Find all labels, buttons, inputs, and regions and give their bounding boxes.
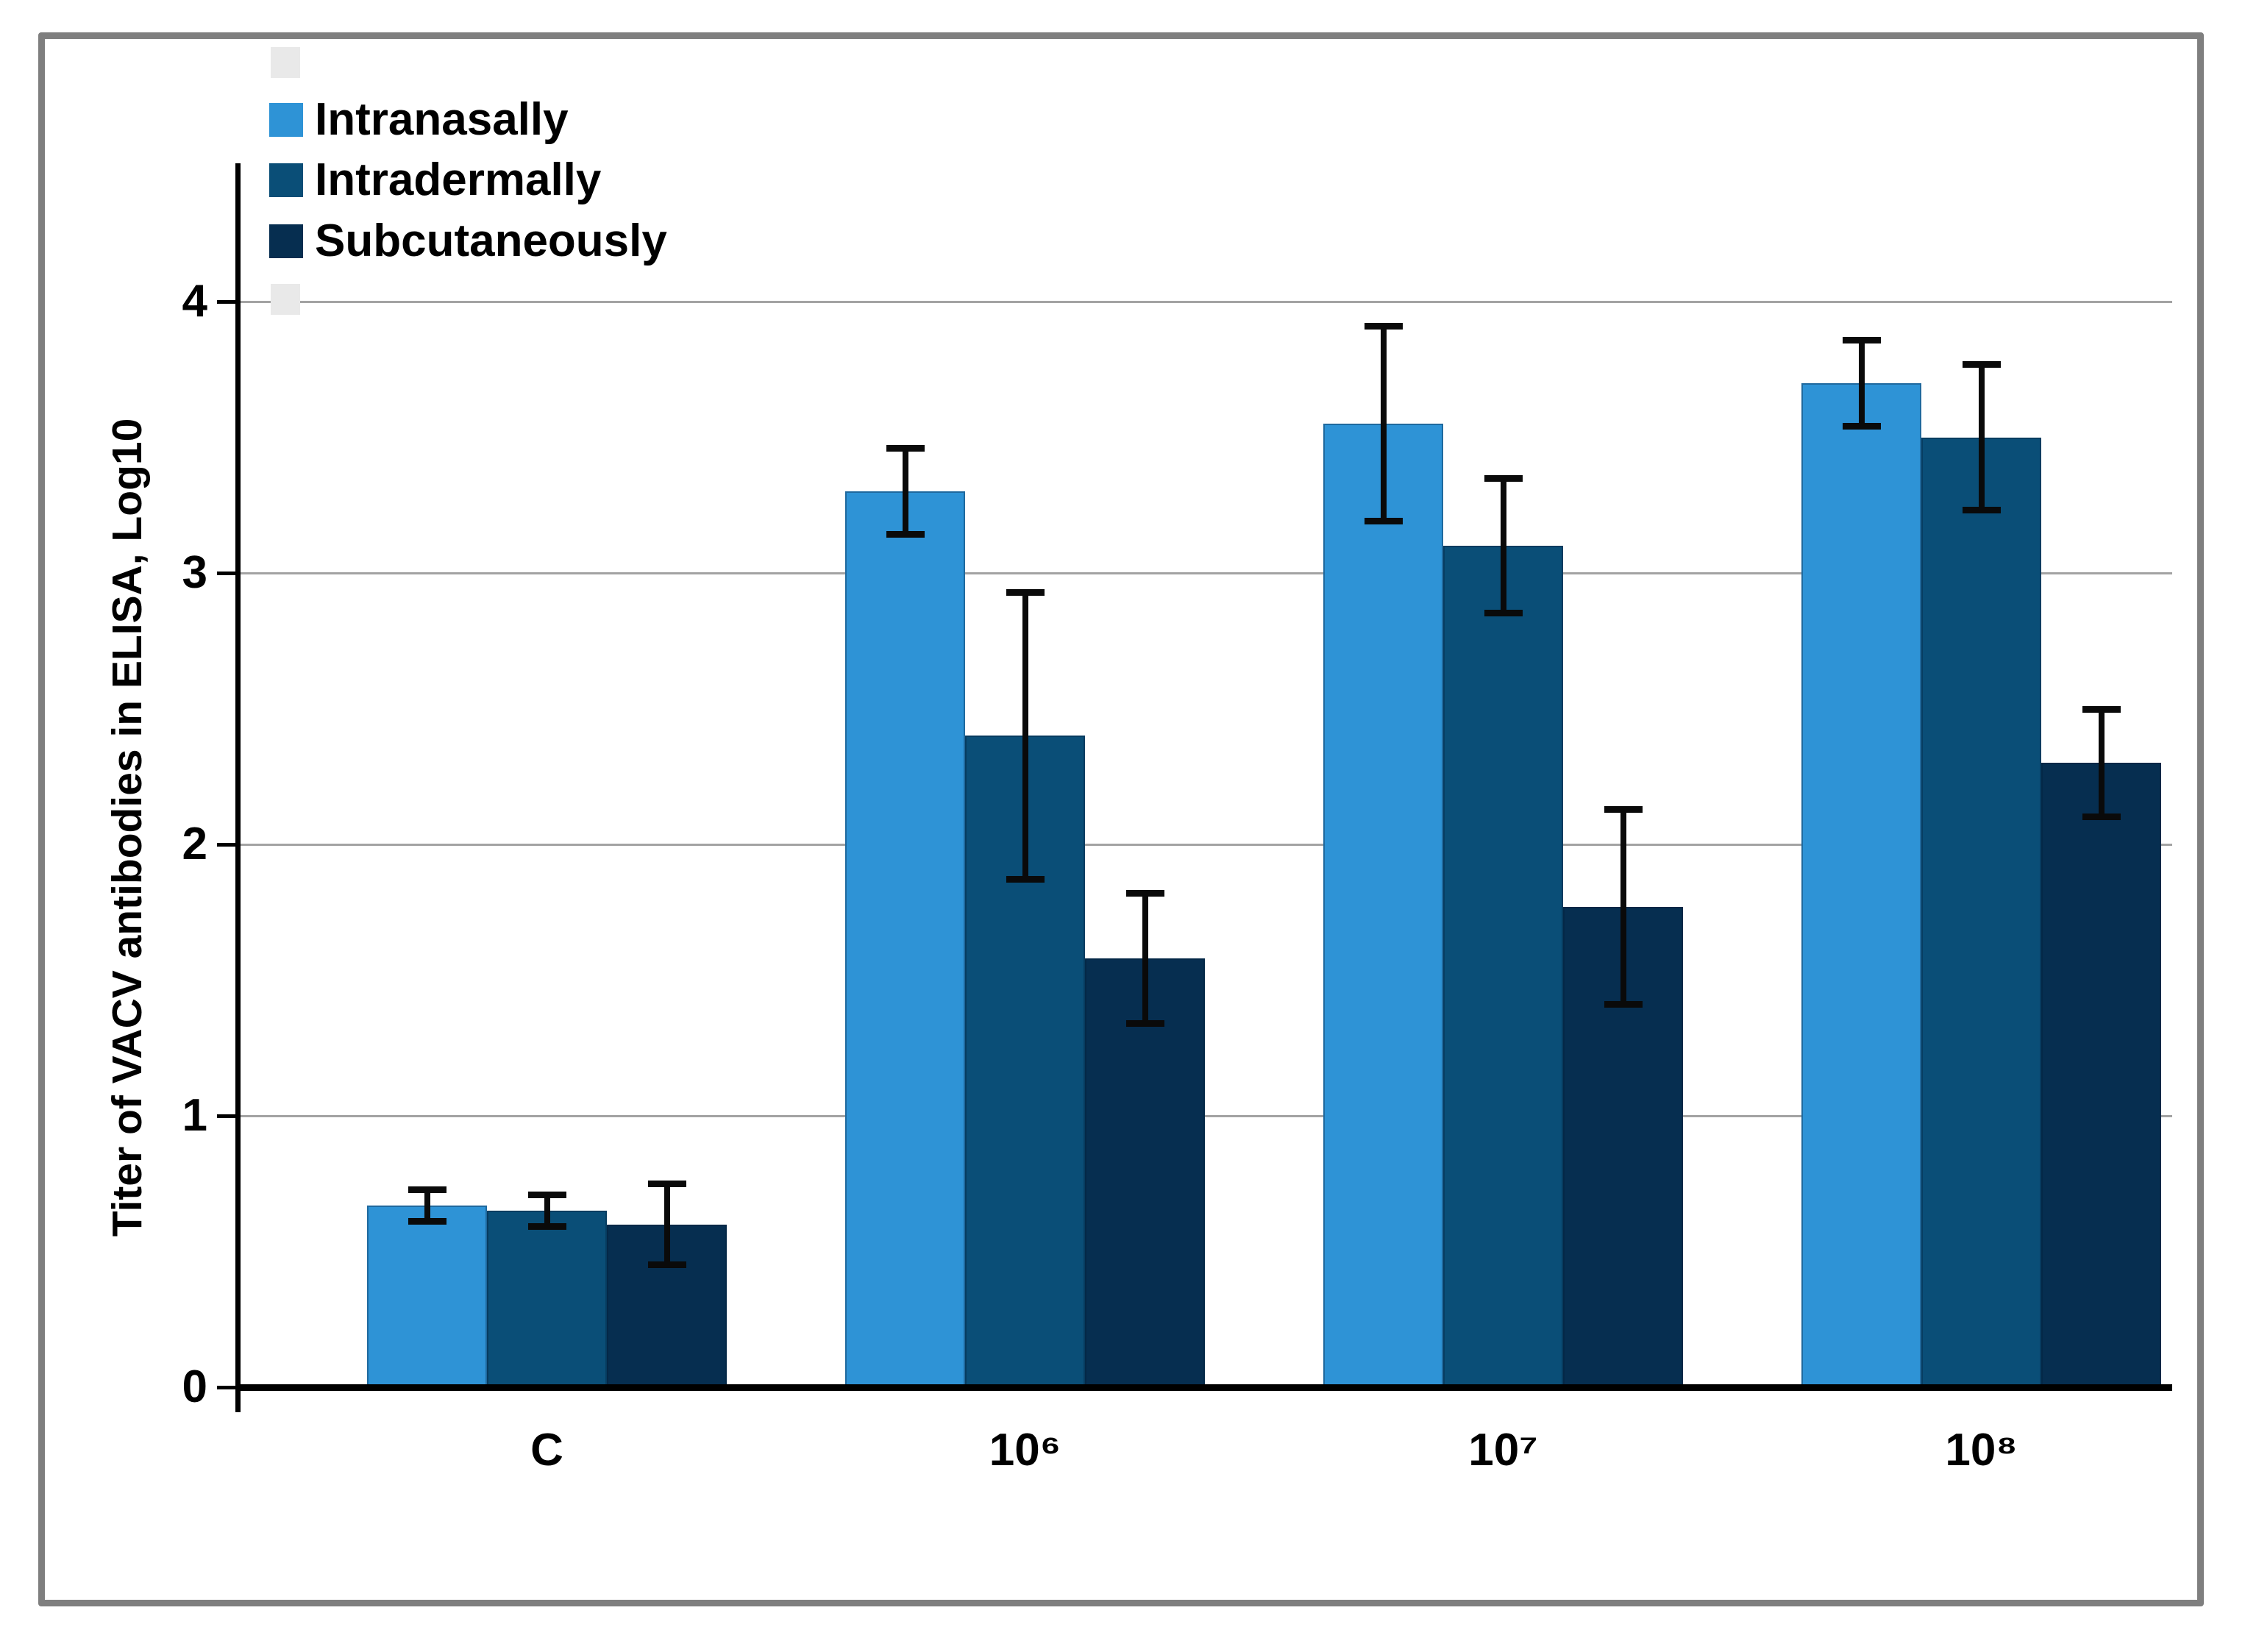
x-axis-line <box>238 1384 2172 1391</box>
x-category-label-0: C <box>530 1425 563 1475</box>
error-bar-cap-bottom <box>408 1217 446 1225</box>
legend-placeholder-swatch-top <box>271 47 300 78</box>
y-tick-label-4: 4 <box>182 276 207 327</box>
y-tick-label-0: 0 <box>182 1361 207 1412</box>
error-bar-cap-bottom <box>1604 1000 1643 1008</box>
bar-subcutaneously-1 <box>1085 958 1205 1387</box>
error-bar-line <box>663 1183 670 1265</box>
error-bar-cap-top <box>886 445 925 452</box>
legend-placeholder-swatch-bottom <box>271 284 300 315</box>
legend-swatch-intradermally <box>269 163 303 197</box>
error-bar-cap-bottom <box>1006 875 1045 883</box>
y-tick-label-1: 1 <box>182 1090 207 1141</box>
legend-swatch-intranasally <box>269 103 303 137</box>
gridline-y4 <box>238 301 2172 303</box>
error-bar-line <box>1022 591 1028 880</box>
bar-intradermally-2 <box>1443 546 1563 1387</box>
y-axis-tick-4 <box>217 300 238 304</box>
error-bar-line <box>1500 477 1506 614</box>
error-bar-cap-bottom <box>1125 1019 1164 1027</box>
bar-subcutaneously-3 <box>2041 763 2161 1387</box>
error-bar-cap-top <box>1842 336 1881 343</box>
legend-swatch-subcutaneously <box>269 224 303 258</box>
x-category-label-1: 10⁶ <box>989 1425 1061 1475</box>
y-axis-tick-3 <box>217 572 238 575</box>
x-category-label-2: 10⁷ <box>1468 1425 1538 1475</box>
error-bar-line <box>544 1195 550 1228</box>
error-bar-cap-top <box>647 1181 686 1188</box>
error-bar-line <box>1620 809 1626 1005</box>
y-tick-label-3: 3 <box>182 547 207 598</box>
y-axis-line <box>235 163 241 1412</box>
error-bar-cap-top <box>1604 806 1643 813</box>
error-bar-cap-top <box>1484 474 1523 482</box>
error-bar-cap-top <box>2082 705 2121 713</box>
error-bar-cap-bottom <box>527 1223 566 1231</box>
error-bar-cap-bottom <box>1364 517 1403 524</box>
error-bar-cap-bottom <box>1484 610 1523 617</box>
error-bar-line <box>902 448 908 535</box>
error-bar-cap-bottom <box>1842 422 1881 430</box>
gridline-y3 <box>238 572 2172 574</box>
bar-intradermally-0 <box>487 1211 607 1387</box>
legend-label-intranasally: Intranasally <box>315 94 569 145</box>
error-bar-line <box>1978 363 1985 511</box>
bar-intranasally-0 <box>367 1205 487 1387</box>
error-bar-cap-top <box>1962 360 2001 368</box>
x-category-label-3: 10⁸ <box>1945 1425 2018 1475</box>
error-bar-line <box>1142 893 1148 1024</box>
bar-intradermally-3 <box>1921 437 2041 1387</box>
gridline-y1 <box>238 1115 2172 1117</box>
y-axis-tick-2 <box>217 843 238 847</box>
y-axis-tick-0 <box>217 1386 238 1389</box>
error-bar-cap-top <box>1125 890 1164 897</box>
error-bar-line <box>1858 339 1865 427</box>
error-bar-cap-bottom <box>1962 507 2001 514</box>
bar-intranasally-3 <box>1801 382 1921 1387</box>
error-bar-cap-top <box>1364 323 1403 330</box>
error-bar-cap-bottom <box>647 1261 686 1268</box>
error-bar-cap-bottom <box>886 531 925 538</box>
error-bar-line <box>1380 326 1387 521</box>
gridline-y2 <box>238 844 2172 846</box>
y-tick-label-2: 2 <box>182 819 207 869</box>
error-bar-cap-top <box>408 1186 446 1193</box>
error-bar-cap-top <box>1006 588 1045 596</box>
legend-label-intradermally: Intradermally <box>315 154 602 205</box>
bar-intranasally-1 <box>845 491 965 1387</box>
legend-label-subcutaneously: Subcutaneously <box>315 216 667 266</box>
error-bar-cap-top <box>527 1192 566 1198</box>
bar-intranasally-2 <box>1323 424 1443 1387</box>
error-bar-line <box>424 1189 430 1222</box>
error-bar-cap-bottom <box>2082 813 2121 821</box>
y-axis-tick-1 <box>217 1114 238 1118</box>
error-bar-line <box>2098 708 2105 818</box>
